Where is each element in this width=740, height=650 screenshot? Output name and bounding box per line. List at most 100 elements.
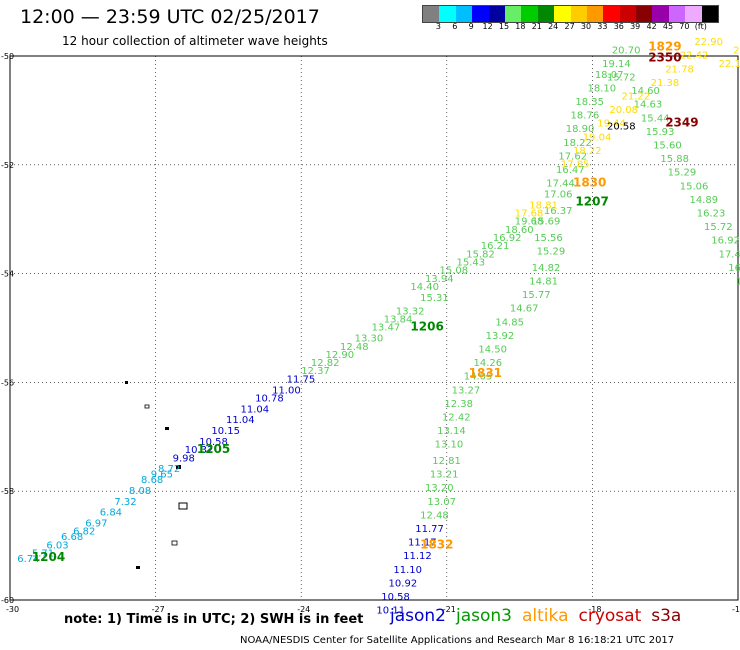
legend-swatch bbox=[603, 6, 620, 22]
wave-height-value: 22.10 bbox=[719, 59, 740, 70]
wave-height-value: 10.32 bbox=[185, 445, 214, 456]
wave-height-value: 17.62 bbox=[558, 151, 587, 162]
legend-swatch bbox=[537, 6, 555, 22]
wave-height-value: 18.76 bbox=[571, 111, 600, 122]
island bbox=[144, 404, 150, 409]
wave-height-value: 16.02 bbox=[728, 263, 740, 274]
legend-swatch bbox=[668, 6, 686, 22]
legend-label: 21 bbox=[531, 22, 542, 31]
wave-height-value: 18.90 bbox=[566, 124, 595, 135]
wave-height-value: 13.92 bbox=[486, 331, 515, 342]
wave-height-value: 6.74 bbox=[17, 554, 39, 565]
wave-height-value: 16.47 bbox=[556, 165, 585, 176]
wave-height-value: 13.07 bbox=[427, 497, 456, 508]
wave-height-value: 13.20 bbox=[425, 483, 454, 494]
wave-height-value: 10.58 bbox=[381, 592, 410, 603]
wave-height-value: 12.81 bbox=[432, 456, 461, 467]
lon-tick-label: -24 bbox=[297, 605, 310, 614]
legend-swatch bbox=[619, 6, 637, 22]
wave-height-value: 6.97 bbox=[85, 519, 107, 530]
wave-height-value: 17.06 bbox=[544, 189, 573, 200]
lat-tick-label: -58 bbox=[1, 487, 14, 496]
wave-height-value: 22.42 bbox=[680, 51, 709, 62]
wave-height-value: 11.75 bbox=[287, 374, 316, 385]
wave-height-value: 15.44 bbox=[641, 113, 670, 124]
satellite-legend: jason2 jason3 altika cryosat s3a bbox=[390, 606, 691, 626]
wave-height-value: 14.85 bbox=[495, 317, 524, 328]
legend-swatch bbox=[685, 6, 702, 22]
map-frame bbox=[9, 55, 739, 601]
wave-height-value: 19.68 bbox=[515, 217, 544, 228]
wave-height-value: 16.92 bbox=[711, 236, 740, 247]
wave-height-value: 19.44 bbox=[597, 119, 626, 130]
wave-height-value: 14.40 bbox=[410, 282, 439, 293]
legend-swatch bbox=[701, 6, 719, 22]
island bbox=[176, 465, 181, 469]
wave-height-value: 16.21 bbox=[481, 241, 510, 252]
lon-tick-label: -15 bbox=[732, 605, 740, 614]
wave-height-value: 21.78 bbox=[665, 64, 694, 75]
wave-height-value: 7.32 bbox=[114, 497, 136, 508]
legend-swatch bbox=[554, 6, 571, 22]
pass-time-label: 2349 bbox=[665, 116, 698, 130]
wave-height-value: 15.9 bbox=[736, 276, 740, 287]
legend-swatch bbox=[586, 6, 604, 22]
legend-swatch bbox=[455, 6, 473, 22]
legend-label: 30 bbox=[580, 22, 592, 31]
wave-height-value: 12.42 bbox=[442, 412, 471, 423]
wave-height-value: 12.37 bbox=[301, 366, 330, 377]
lon-tick-label: -21 bbox=[443, 605, 456, 614]
island-outlines bbox=[125, 381, 188, 569]
island bbox=[136, 566, 140, 569]
legend-swatch bbox=[504, 6, 522, 22]
pass-time-label: 1204 bbox=[32, 550, 65, 564]
wave-height-value: 13.21 bbox=[430, 470, 459, 481]
legend-label: 15 bbox=[498, 22, 510, 31]
wave-height-value: 18.35 bbox=[575, 97, 604, 108]
wave-height-value: 18.81 bbox=[529, 200, 558, 211]
lat-lon-grid: -30 -27 -24 -21 -18 -15 -50 -52 -54 -56 -58 -60 bbox=[1, 52, 740, 614]
wave-height-value: 8.68 bbox=[141, 475, 163, 486]
legend-swatch bbox=[652, 6, 669, 22]
color-legend bbox=[422, 5, 720, 23]
wave-height-value: 13.14 bbox=[437, 426, 466, 437]
wave-height-value: 10.92 bbox=[389, 578, 418, 589]
island bbox=[165, 427, 169, 430]
credit-line: NOAA/NESDIS Center for Satellite Applica… bbox=[240, 635, 675, 646]
legend-swatch bbox=[423, 6, 440, 22]
wave-height-value: 6.84 bbox=[100, 508, 122, 519]
wave-height-value: 13.27 bbox=[452, 385, 481, 396]
satellite-name: cryosat bbox=[578, 606, 642, 626]
legend-label: 45 bbox=[662, 22, 674, 31]
wave-height-value: 10.58 bbox=[199, 437, 228, 448]
wave-height-value: 15.06 bbox=[680, 181, 709, 192]
wave-height-value: 11.12 bbox=[403, 551, 432, 562]
island bbox=[125, 381, 128, 384]
legend-label: 18 bbox=[515, 22, 526, 31]
wave-height-value: 15.31 bbox=[420, 293, 449, 304]
wave-height-value: 15.60 bbox=[653, 140, 682, 151]
wave-height-value: 15.29 bbox=[668, 168, 697, 179]
wave-height-value: 20.70 bbox=[612, 45, 641, 56]
wave-height-value: 15.77 bbox=[522, 290, 551, 301]
legend-label: (ft) bbox=[694, 22, 707, 31]
legend-label: 24 bbox=[548, 22, 559, 31]
legend-label: 9 bbox=[468, 22, 474, 31]
wave-height-value: 13.10 bbox=[435, 440, 464, 451]
wave-height-value: 17.44 bbox=[546, 179, 575, 190]
legend-label: 6 bbox=[452, 22, 458, 31]
wave-height-value: 21.22 bbox=[622, 92, 651, 103]
legend-label: 70 bbox=[679, 22, 690, 31]
pass-time-label: 1205 bbox=[197, 442, 230, 456]
wave-height-value: 11.00 bbox=[272, 385, 301, 396]
wave-height-value: 14.81 bbox=[529, 276, 558, 287]
wave-height-value: 14.60 bbox=[631, 86, 660, 97]
wave-height-value: 11.17 bbox=[408, 538, 437, 549]
wave-height-value: 10.78 bbox=[255, 393, 284, 404]
wave-height-value: 16.37 bbox=[544, 206, 573, 217]
wave-height-value: 11.10 bbox=[393, 565, 422, 576]
wave-height-value: 13.30 bbox=[355, 334, 384, 345]
lat-tick-label: -52 bbox=[1, 161, 14, 170]
island bbox=[178, 502, 188, 510]
